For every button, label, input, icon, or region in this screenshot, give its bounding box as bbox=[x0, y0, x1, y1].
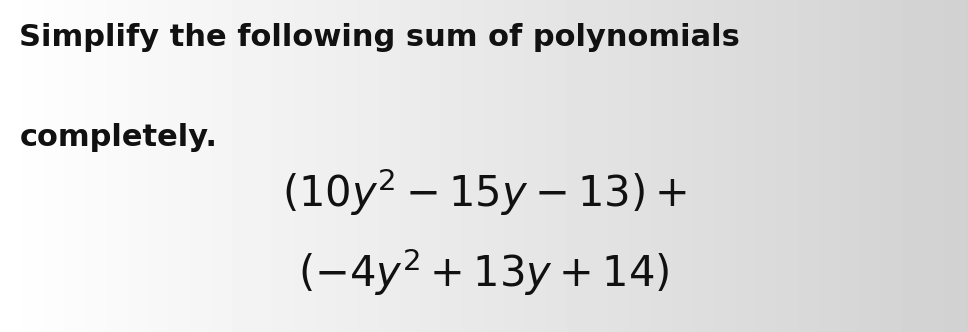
Text: $(-4y^2 + 13y + 14)$: $(-4y^2 + 13y + 14)$ bbox=[298, 246, 670, 298]
Text: Simplify the following sum of polynomials: Simplify the following sum of polynomial… bbox=[19, 23, 741, 52]
Text: $(10y^2 - 15y - 13) +$: $(10y^2 - 15y - 13) +$ bbox=[282, 167, 686, 218]
Text: completely.: completely. bbox=[19, 123, 218, 152]
